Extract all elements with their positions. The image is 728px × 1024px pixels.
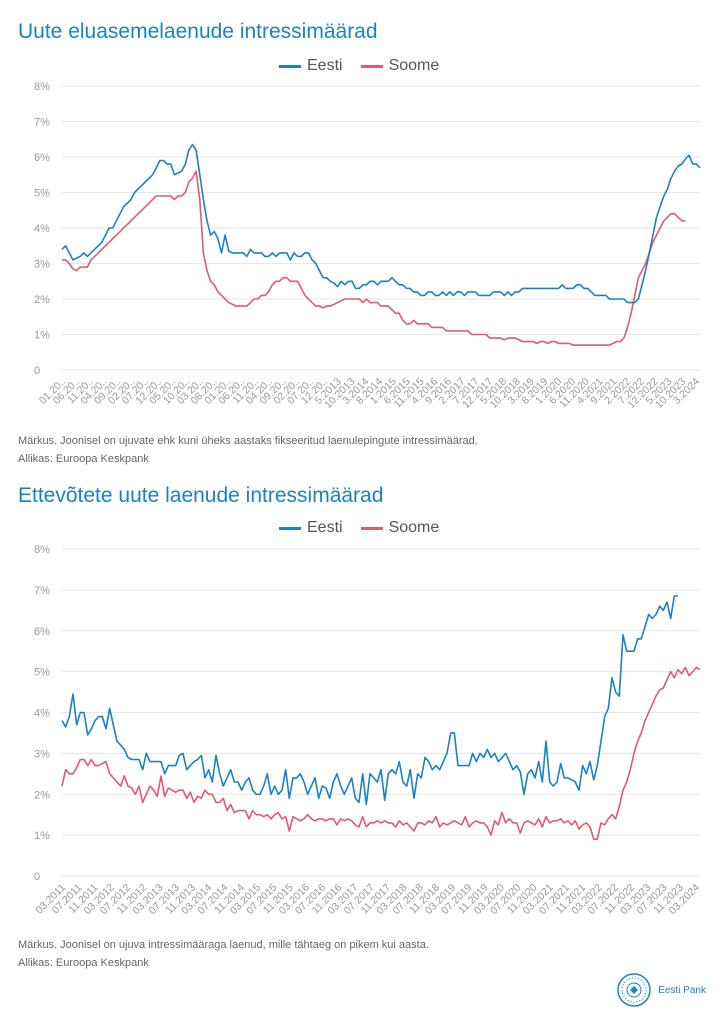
chart1-y-tick-label: 8% <box>34 81 50 93</box>
chart1-grid <box>62 85 700 371</box>
chart2-plot: 0 1% 2% 3% 4% 5% 6% 7% 8% 03.201107.201111.201103… <box>33 544 702 917</box>
chart1-series-soome <box>62 170 686 346</box>
chart2-y-tick-label: 8% <box>34 544 50 556</box>
chart2-y-tick-label: 6% <box>34 626 50 638</box>
chart1-y-axis: 0 1% 2% 3% 4% 5% 6% 7% 8% <box>34 81 50 377</box>
chart2-series-soome <box>61 666 701 840</box>
chart1-plot: 0 1% 2% 3% 4% 5% 6% 7% 8% 01.20..06.20..11.20..04… <box>34 81 702 411</box>
chart2-y-tick-label: 3% <box>34 748 50 760</box>
chart2-y-tick-label: 7% <box>34 585 50 597</box>
chart1-legend-item-soome: Soome <box>360 57 440 75</box>
chart2-title: Ettevõtete uute laenude intressimäärad <box>18 484 384 507</box>
chart2-y-tick-label: 0 <box>34 871 40 883</box>
chart1-legend-label-soome: Soome <box>388 57 440 74</box>
chart1-legend-swatch-eesti <box>279 64 301 68</box>
chart2-y-tick-label: 2% <box>34 789 50 801</box>
chart2-y-axis: 0 1% 2% 3% 4% 5% 6% 7% 8% <box>34 544 50 883</box>
chart2-y-tick-label: 1% <box>34 830 50 842</box>
chart2-series-eesti <box>61 595 678 806</box>
chart1-title: Uute eluasemelaenude intressimäärad <box>18 20 378 43</box>
chart2-legend-label-soome: Soome <box>388 519 440 536</box>
chart1-legend: Eesti Soome <box>279 57 439 75</box>
chart1-y-tick-label: 3% <box>34 259 50 271</box>
chart2-y-tick-label: 5% <box>34 667 50 679</box>
eesti-pank-logo: Eesti Pank <box>616 972 706 1008</box>
chart2-notes: Märkus. Joonisel on ujuva intressimäärag… <box>18 936 429 972</box>
chart2-legend-swatch-soome <box>360 526 383 530</box>
chart1-notes: Märkus. Joonisel on ujuvate ehk kuni ühe… <box>18 432 478 468</box>
chart2-legend-label-eesti: Eesti <box>307 519 343 536</box>
chart2-legend-item-soome: Soome <box>360 519 440 537</box>
chart1-y-tick-label: 7% <box>34 117 50 129</box>
chart1-legend-label-eesti: Eesti <box>307 57 343 74</box>
chart2-grid <box>62 548 700 877</box>
chart1-x-axis: 01.20..06.20..11.20..04.20..09.20..02.20… <box>37 376 702 411</box>
chart1-remark: Märkus. Joonisel on ujuvate ehk kuni ühe… <box>18 435 478 447</box>
chart2-y-tick-label: 4% <box>34 708 50 720</box>
chart1-y-tick-label: 4% <box>34 223 50 235</box>
chart2-remark: Märkus. Joonisel on ujuva intressimäärag… <box>18 939 429 951</box>
chart2-legend: Eesti Soome <box>279 519 439 537</box>
chart2-legend-item-eesti: Eesti <box>279 519 343 537</box>
chart2-x-axis: 03.201107.201111.201103.201207.201211.20… <box>33 882 702 917</box>
chart2-legend-swatch-eesti <box>279 526 301 530</box>
chart1-y-tick-label: 5% <box>34 188 50 200</box>
chart1-legend-swatch-soome <box>360 64 383 68</box>
seal-icon <box>617 973 651 1007</box>
chart1-series-eesti <box>61 143 701 304</box>
chart1-y-tick-label: 2% <box>34 294 50 306</box>
chart1-source: Allikas: Euroopa Keskpank <box>18 453 149 465</box>
chart1-legend-item-eesti: Eesti <box>279 57 343 75</box>
chart1-y-tick-label: 6% <box>34 152 50 164</box>
chart1-y-tick-label: 0 <box>34 365 40 377</box>
chart2-source: Allikas: Euroopa Keskpank <box>18 957 149 969</box>
chart1-y-tick-label: 1% <box>34 330 50 342</box>
logo-name: Eesti Pank <box>658 984 706 996</box>
